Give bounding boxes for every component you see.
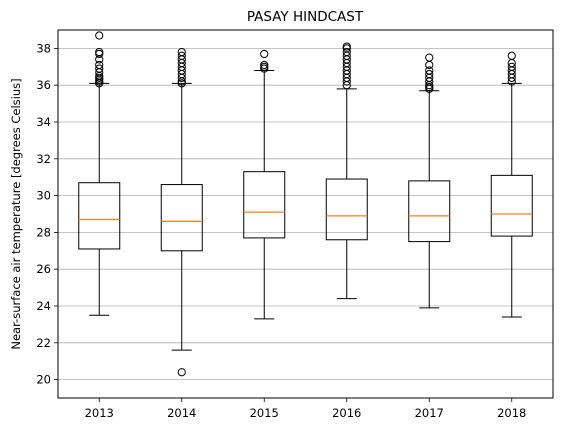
outlier-point <box>95 60 104 70</box>
x-tick-label: 2015 <box>250 406 279 420</box>
x-tick-label: 2018 <box>497 406 526 420</box>
outlier-point <box>425 70 434 79</box>
outlier-point <box>177 51 186 60</box>
x-axis: 2013 2014 2015 2016 2017 2018 <box>85 398 526 420</box>
iqr-box <box>243 171 286 239</box>
box-plots <box>78 31 533 377</box>
y-tick-label: 36 <box>36 78 51 92</box>
outlier-point <box>425 60 434 70</box>
outlier-point <box>260 49 269 59</box>
chart-title: PASAY HINDCAST <box>247 9 364 25</box>
box-plot-2018 <box>490 51 533 318</box>
outlier-point <box>507 62 516 71</box>
y-tick-label: 34 <box>36 115 51 129</box>
outlier-point <box>260 60 269 70</box>
outlier-point <box>425 66 434 75</box>
y-axis: 20 22 24 26 28 30 32 34 36 38 <box>36 41 58 387</box>
box-plot-2017 <box>408 53 451 309</box>
outlier-point <box>95 31 104 40</box>
outlier-point <box>507 51 516 60</box>
outlier-point <box>342 47 351 57</box>
outlier-point <box>177 47 186 57</box>
y-tick-label: 32 <box>36 152 51 166</box>
iqr-box <box>408 180 451 243</box>
outlier-point <box>342 42 351 51</box>
outlier-point <box>425 53 434 62</box>
y-tick-label: 28 <box>36 225 51 239</box>
y-tick-label: 20 <box>36 373 51 387</box>
iqr-box <box>160 184 203 252</box>
x-tick-label: 2016 <box>332 406 361 420</box>
outlier-point <box>177 368 186 377</box>
plot-frame <box>57 29 554 399</box>
grid-lines <box>58 48 553 381</box>
box-plot-2015 <box>243 49 286 320</box>
x-tick-label: 2017 <box>415 406 444 420</box>
y-tick-label: 38 <box>36 41 51 55</box>
y-axis-label: Near-surface air temperature [degrees Ce… <box>9 78 23 349</box>
outlier-point <box>95 64 104 73</box>
box-plot-2016 <box>325 42 368 300</box>
iqr-box <box>78 182 121 250</box>
iqr-box <box>325 178 368 241</box>
iqr-box <box>490 174 533 237</box>
y-tick-label: 30 <box>36 189 51 203</box>
outlier-point <box>95 47 104 57</box>
x-tick-label: 2013 <box>85 406 114 420</box>
box-plot-2013 <box>78 31 121 316</box>
y-tick-label: 24 <box>36 299 51 313</box>
y-tick-label: 22 <box>36 336 51 350</box>
y-tick-label: 26 <box>36 262 51 276</box>
x-tick-label: 2014 <box>167 406 196 420</box>
box-plot-2014 <box>160 47 203 377</box>
